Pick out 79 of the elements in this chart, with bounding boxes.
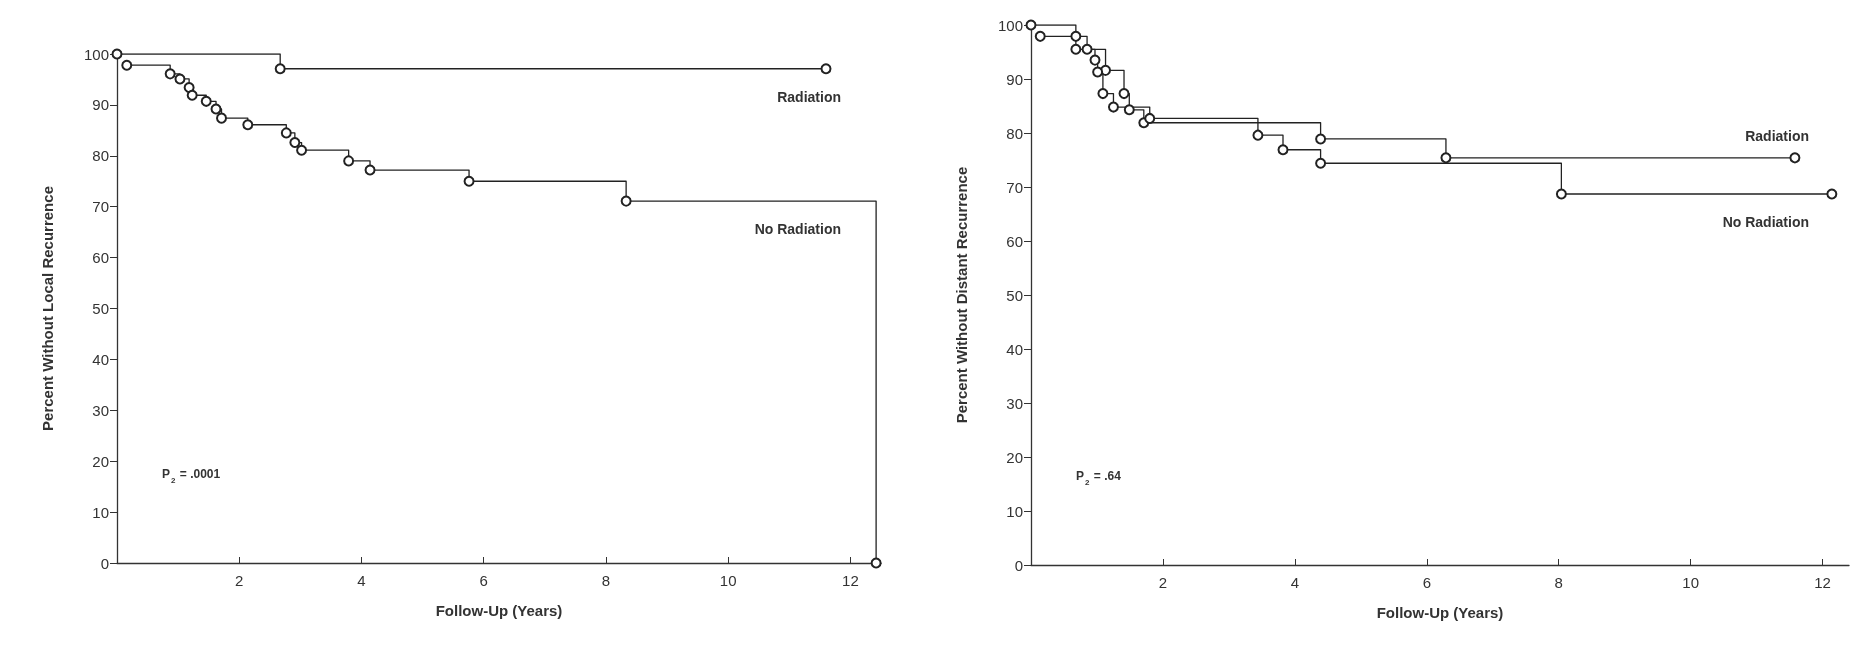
y-tick-label: 70 xyxy=(1006,178,1023,196)
y-tick-label: 100 xyxy=(997,16,1023,34)
y-tick-label: 10 xyxy=(92,503,109,521)
x-tick-label: 2 xyxy=(235,572,244,589)
x-tick-label: 10 xyxy=(719,572,737,589)
point xyxy=(343,155,355,167)
y-tick-label: 30 xyxy=(92,401,109,419)
point xyxy=(620,195,632,207)
y-tick-label: 90 xyxy=(1006,70,1023,88)
x-tick-label: 4 xyxy=(357,572,366,589)
point xyxy=(1034,30,1046,42)
y-tick-label: 20 xyxy=(1006,448,1023,466)
y-axis-title: Percent Without Local Recurrence xyxy=(39,186,56,431)
y-tick-label: 50 xyxy=(1006,286,1023,304)
x-tick-label: 4 xyxy=(1290,574,1300,591)
point xyxy=(216,112,228,124)
point xyxy=(1070,30,1082,42)
series-label: Radiation xyxy=(777,88,841,105)
point xyxy=(1118,88,1130,100)
point xyxy=(280,127,292,139)
y-tick-label: 10 xyxy=(1006,502,1023,520)
y-tick-label: 30 xyxy=(1006,394,1023,412)
x-tick-label: 2 xyxy=(1158,574,1168,591)
point xyxy=(1081,43,1093,55)
x-tick-label: 12 xyxy=(842,572,859,589)
y-tick-label: 0 xyxy=(100,554,109,572)
y-tick-label: 80 xyxy=(1006,124,1023,142)
y-tick-label: 60 xyxy=(92,249,109,267)
point xyxy=(1315,157,1327,169)
point xyxy=(1144,112,1156,124)
point xyxy=(1089,54,1101,66)
x-axis-title: Follow-Up (Years) xyxy=(1376,604,1504,621)
x-tick-label: 10 xyxy=(1682,574,1700,591)
point xyxy=(1826,188,1838,200)
point xyxy=(164,68,176,80)
series-label: No Radiation xyxy=(754,221,841,238)
y-tick-label: 90 xyxy=(92,96,109,114)
y-tick-label: 70 xyxy=(92,198,109,216)
point xyxy=(200,95,212,107)
point xyxy=(296,144,308,156)
point xyxy=(1097,88,1109,100)
point xyxy=(1440,152,1452,164)
point xyxy=(174,73,186,85)
point xyxy=(289,137,301,149)
y-axis-title: Percent Without Distant Recurrence xyxy=(953,166,970,424)
point xyxy=(1315,133,1327,145)
point xyxy=(186,89,198,101)
point xyxy=(1070,43,1082,55)
point xyxy=(274,63,286,75)
point xyxy=(1107,101,1119,113)
point xyxy=(242,119,254,131)
y-tick-label: 40 xyxy=(92,350,109,368)
y-tick-label: 40 xyxy=(1006,340,1023,358)
point xyxy=(870,557,882,569)
point xyxy=(1123,104,1135,116)
point xyxy=(364,164,376,176)
y-tick-label: 100 xyxy=(83,45,109,63)
y-tick-label: 20 xyxy=(92,452,109,470)
y-tick-label: 0 xyxy=(1014,556,1023,574)
x-tick-label: 6 xyxy=(1422,574,1431,591)
point xyxy=(121,59,133,71)
point xyxy=(1092,66,1104,78)
point xyxy=(210,103,222,115)
x-tick-label: 8 xyxy=(1554,574,1563,591)
y-tick-label: 50 xyxy=(92,300,109,317)
point xyxy=(1252,129,1264,141)
point xyxy=(463,175,475,187)
series-label: No Radiation xyxy=(1722,214,1809,231)
y-tick-label: 60 xyxy=(1006,232,1023,250)
point xyxy=(1555,188,1567,200)
x-tick-label: 6 xyxy=(479,572,488,589)
point xyxy=(1277,144,1289,156)
series-label: Radiation xyxy=(1745,127,1809,144)
point xyxy=(820,63,832,75)
x-tick-label: 8 xyxy=(601,572,611,589)
point xyxy=(1789,152,1801,164)
x-tick-label: 12 xyxy=(1814,574,1831,591)
x-axis-title: Follow-Up (Years) xyxy=(435,602,563,619)
y-tick-label: 80 xyxy=(92,147,109,165)
